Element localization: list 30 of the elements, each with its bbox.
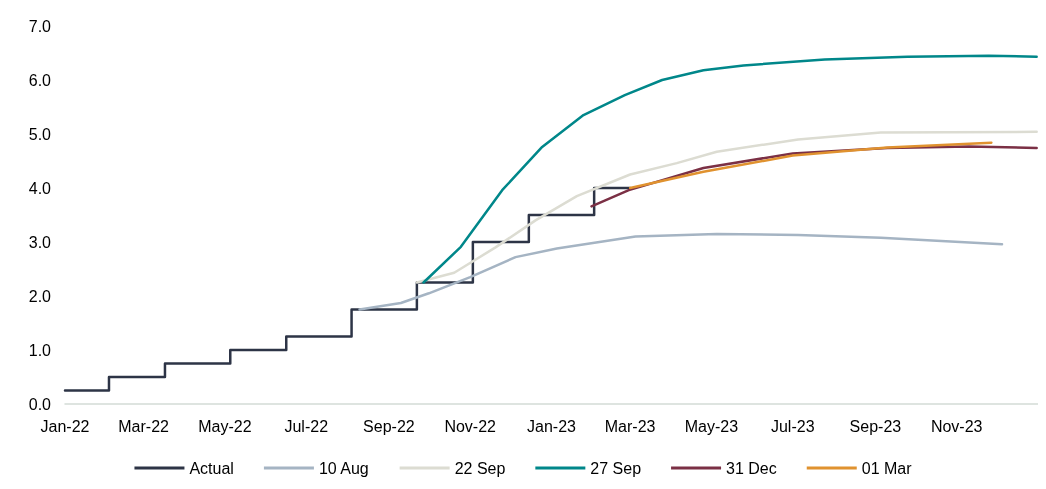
y-tick-label: 4.0 [28, 179, 52, 197]
line-series [358, 232, 1004, 311]
x-tick-label: Mar-23 [604, 417, 656, 435]
line-series [415, 130, 1038, 284]
line-series [628, 141, 993, 190]
legend-label: 27 Sep [590, 459, 642, 477]
x-tick-label: Nov-22 [444, 417, 497, 435]
legend-label: 31 Dec [726, 459, 777, 477]
y-tick-label: 2.0 [28, 287, 52, 305]
y-tick-label: 7.0 [28, 17, 52, 35]
y-tick-label: 6.0 [28, 71, 52, 89]
y-tick-label: 0.0 [28, 395, 52, 413]
legend-label: 10 Aug [318, 459, 369, 477]
x-tick-label: May-23 [684, 417, 739, 435]
x-tick-label: Mar-22 [118, 417, 170, 435]
legend-label: 22 Sep [454, 459, 506, 477]
y-tick-label: 3.0 [28, 233, 52, 251]
x-tick-label: Sep-22 [363, 417, 415, 435]
x-tick-label: Nov-23 [930, 417, 983, 435]
legend-label: Actual [189, 459, 234, 477]
y-tick-label: 5.0 [28, 125, 52, 143]
legend-label: 01 Mar [861, 459, 913, 477]
y-tick-label: 1.0 [28, 341, 52, 359]
x-tick-label: Jul-23 [770, 417, 815, 435]
x-tick-label: Jan-22 [40, 417, 90, 435]
x-tick-label: Jul-22 [284, 417, 329, 435]
x-tick-label: Jan-23 [527, 417, 577, 435]
x-tick-label: Sep-23 [849, 417, 902, 435]
line-series [422, 54, 1038, 284]
x-tick-label: May-22 [198, 417, 252, 435]
